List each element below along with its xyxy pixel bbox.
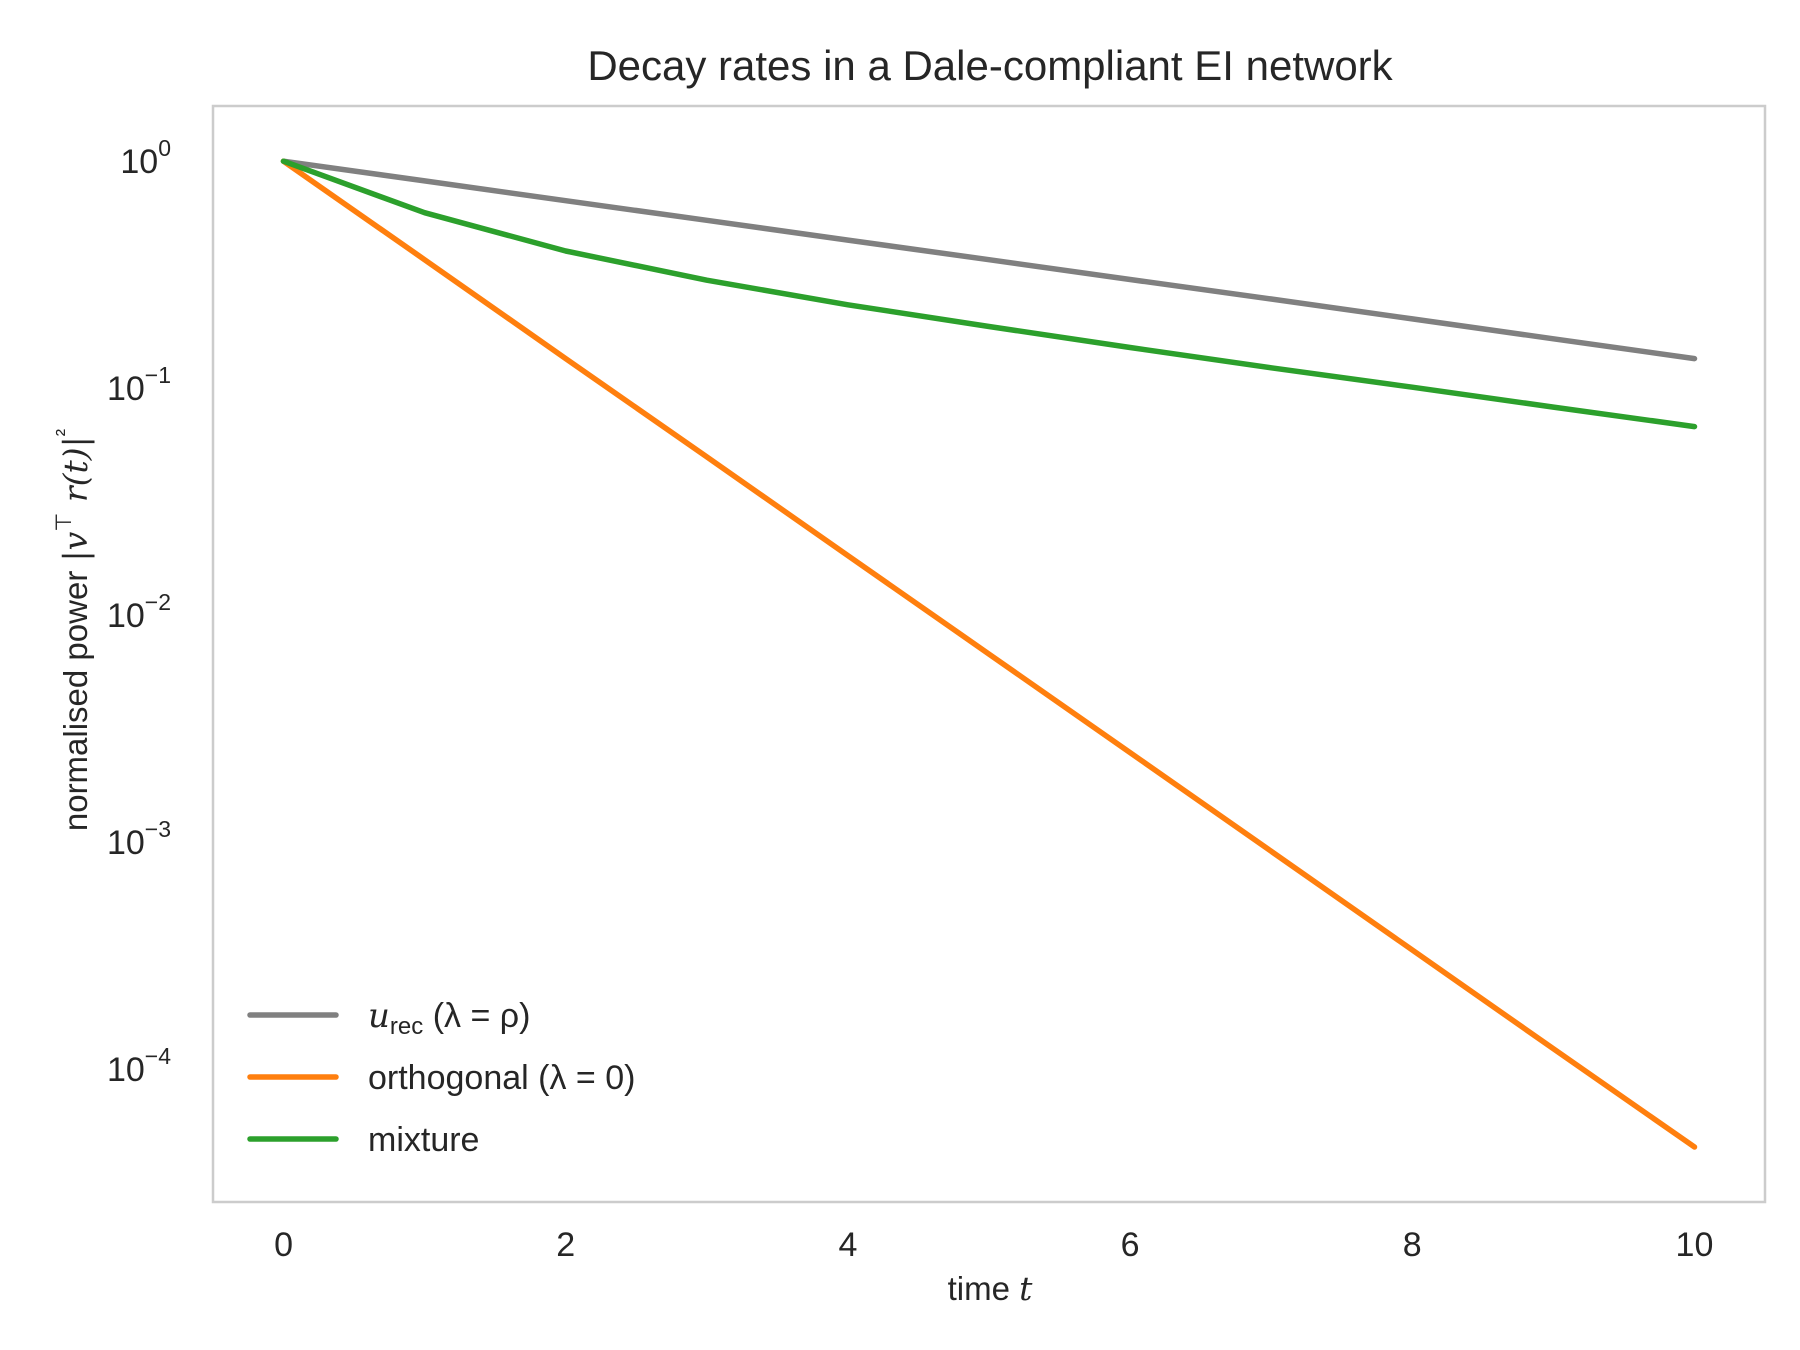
x-tick-label: 0 [274,1226,293,1264]
x-tick-label: 6 [1121,1226,1140,1264]
x-axis-label: time t [948,1269,1034,1308]
chart-title: Decay rates in a Dale-compliant EI netwo… [587,42,1393,89]
series-line-1 [280,158,1698,362]
x-tick-label: 10 [1676,1226,1714,1264]
legend-label: orthogonal (λ = 0) [368,1059,635,1097]
legend: urec (λ = ρ) orthogonal (λ = 0) mixture [247,996,635,1159]
x-tick-label: 2 [556,1226,575,1264]
y-tick-label: 10−3 [107,816,171,862]
legend-label: urec (λ = ρ) [368,996,530,1040]
y-tick-label: 10−2 [107,589,171,635]
y-tick-label: 100 [120,135,171,181]
x-tick-label: 8 [1403,1226,1422,1264]
legend-label: mixture [368,1121,479,1159]
x-tick-labels: 0 2 4 6 8 10 [274,1226,1713,1264]
series-line-3 [280,158,1698,430]
series-line-2 [280,158,1698,1150]
y-tick-label: 10−1 [107,362,171,408]
series-lines [280,158,1698,1150]
y-axis-label: normalised power |v⊤ r(t)|² [51,429,95,831]
y-tick-label: 10−4 [107,1043,171,1089]
x-tick-label: 4 [838,1226,857,1264]
y-tick-labels: 100 10−1 10−2 10−3 10−4 [107,135,171,1089]
